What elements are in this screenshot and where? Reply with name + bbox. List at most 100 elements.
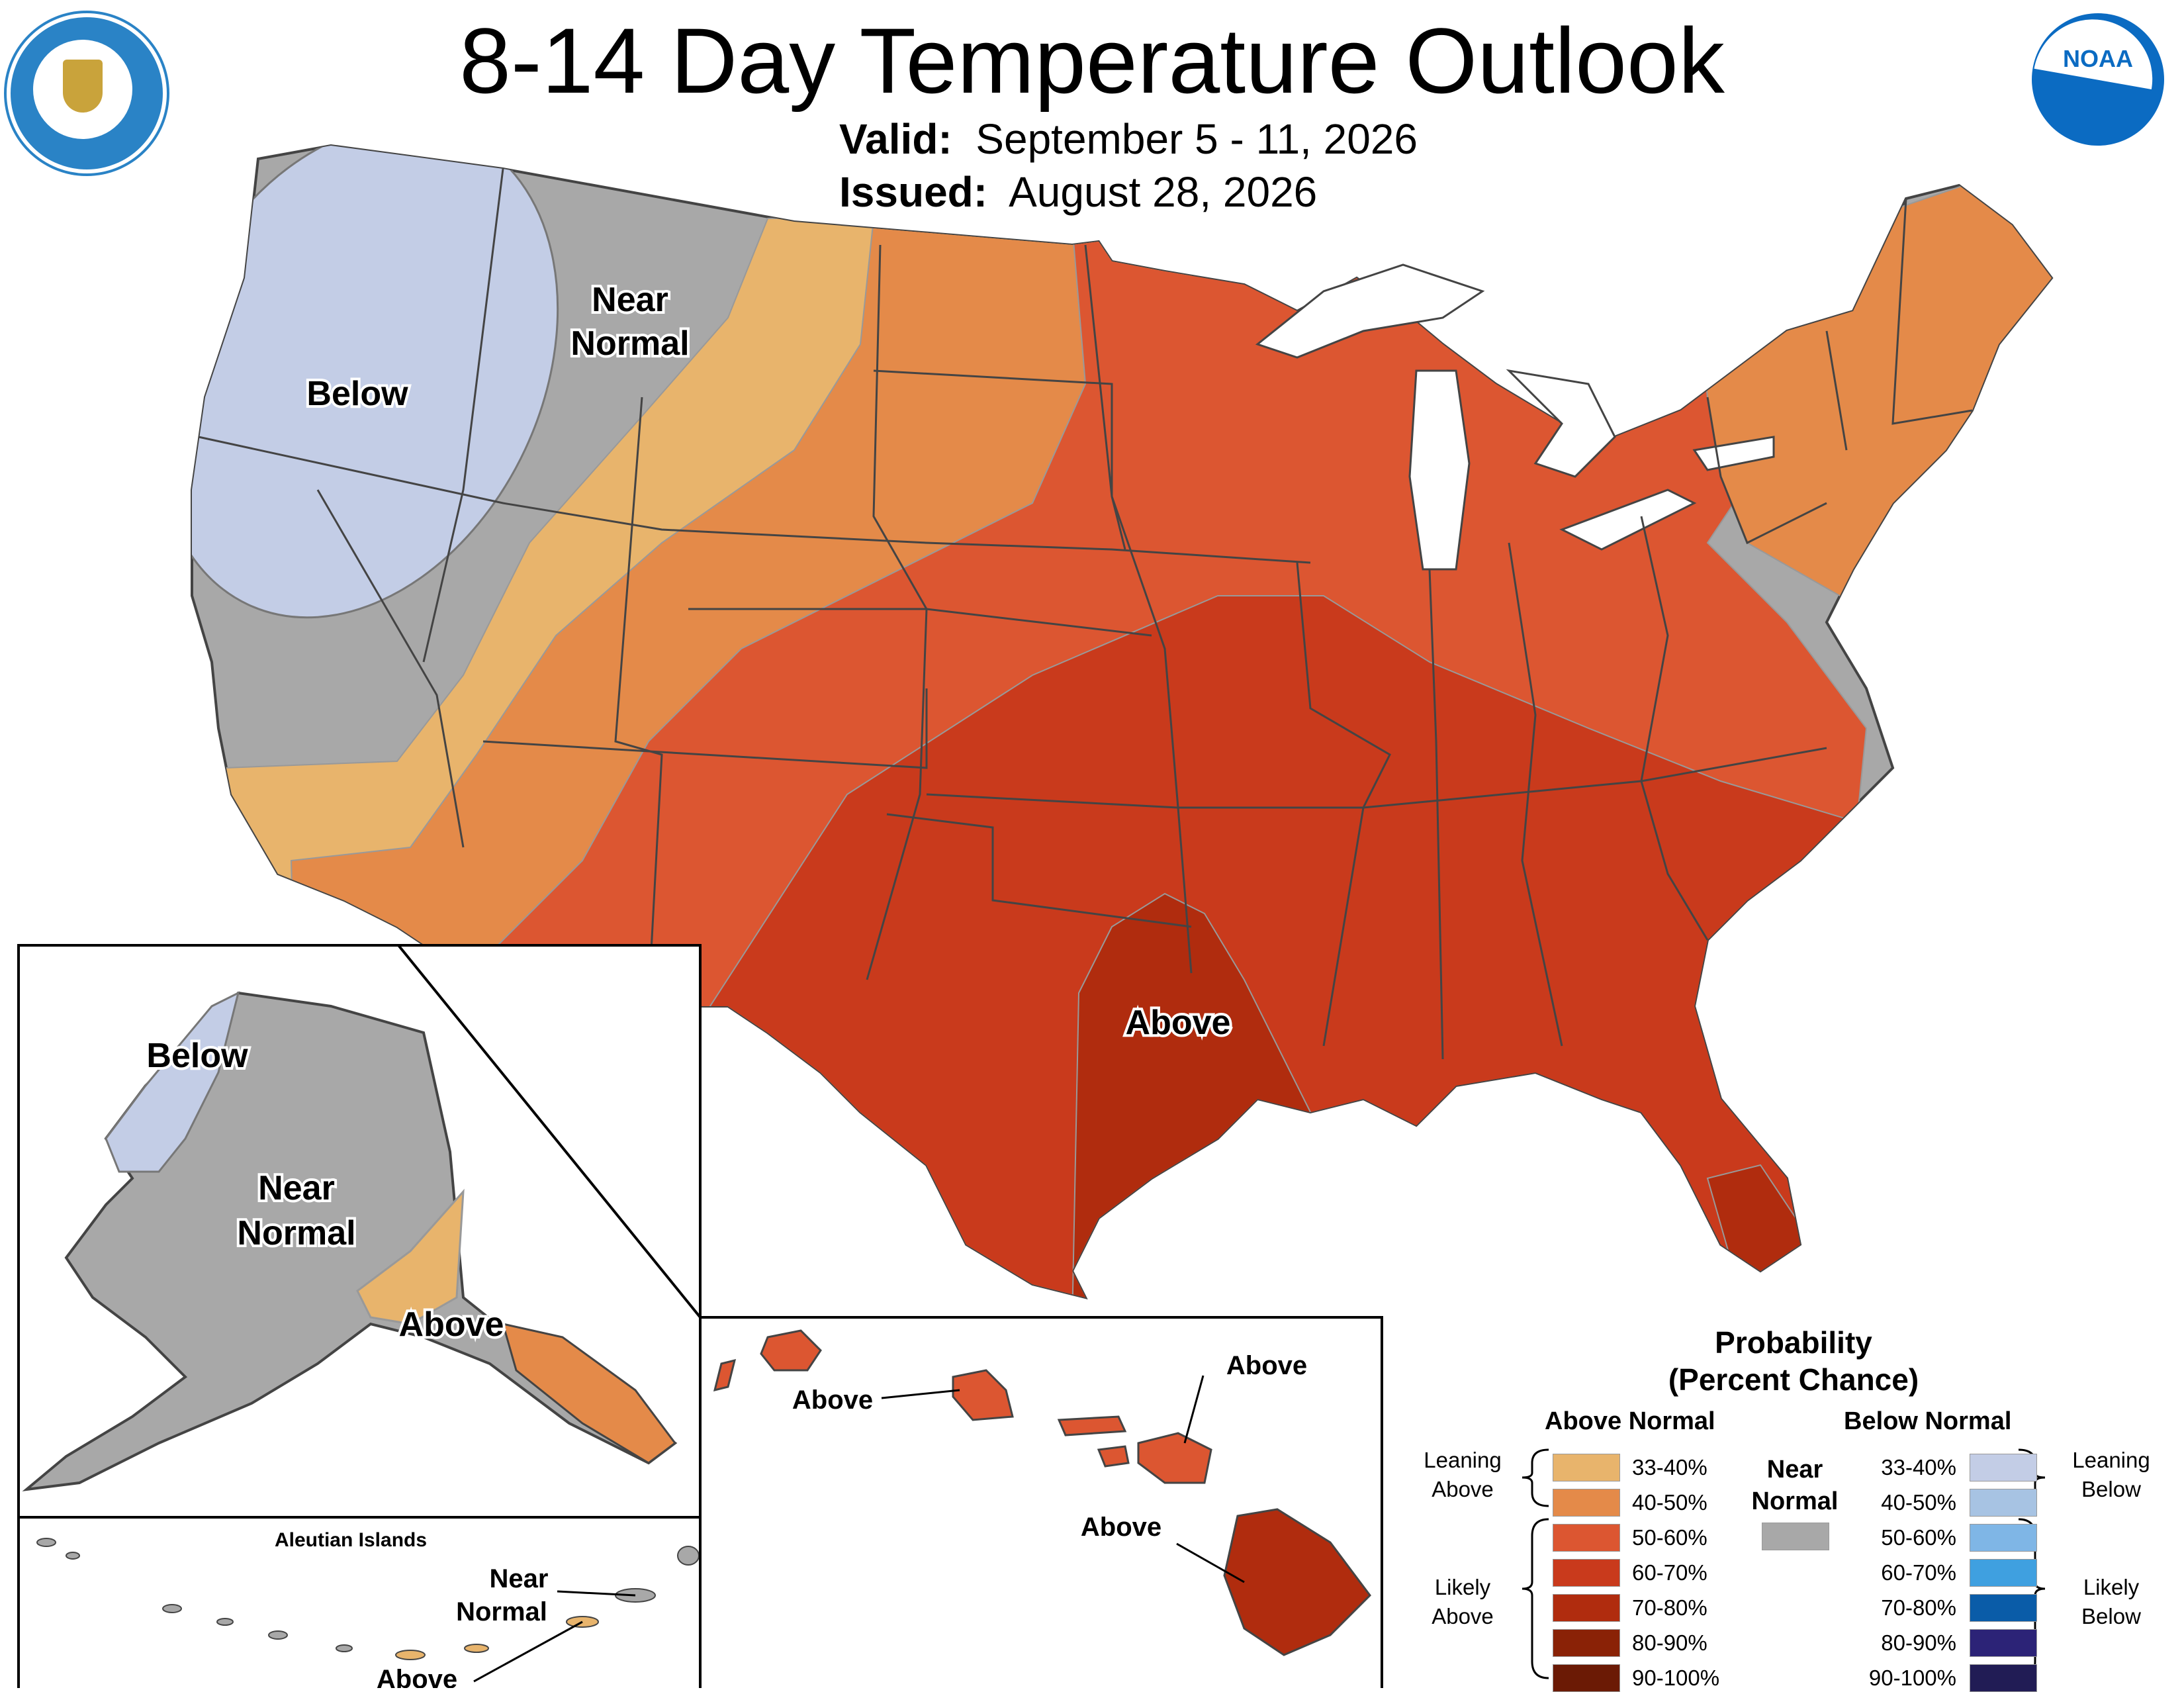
lake-huron <box>1506 369 1616 478</box>
alaska-inset: Below Near Normal Above <box>17 944 702 1519</box>
commerce-seal-icon <box>7 13 167 173</box>
hawaii-above-label-maui: Above <box>1226 1351 1307 1380</box>
boundary-line <box>1084 244 1193 974</box>
alaska-above-40-50-zone <box>501 1322 677 1464</box>
legend-title: Probability (Percent Chance) <box>1655 1324 1933 1398</box>
legend-above-swatch <box>1553 1489 1620 1517</box>
legend-above-swatch <box>1553 1629 1620 1657</box>
issued-line: Issued: August 28, 2026 <box>839 167 1317 217</box>
bracket-leaning-above <box>1522 1448 1549 1507</box>
legend-leaning-below-line1: Leaning <box>2072 1448 2150 1472</box>
legend-below-range: 80-90% <box>1881 1630 1956 1655</box>
legend-likely-below-line2: Below <box>2081 1604 2141 1628</box>
legend-leaning-above-line1: Leaning <box>1424 1448 1502 1472</box>
legend-below-range: 60-70% <box>1881 1560 1956 1585</box>
maui-island <box>1137 1432 1212 1484</box>
aleutian-islands <box>36 1538 700 1652</box>
legend-above-swatch <box>1553 1454 1620 1481</box>
island <box>268 1630 288 1640</box>
boundary-line <box>316 489 465 848</box>
hawaii-above-label-oahu: Above <box>792 1386 873 1415</box>
legend-below-swatch <box>1970 1559 2037 1587</box>
boundary-line <box>1891 198 1973 425</box>
aleutian-above-label: Above <box>377 1665 457 1688</box>
boundary-line <box>886 813 1192 928</box>
aleutian-near-leader <box>557 1590 636 1597</box>
legend-title-line2: (Percent Chance) <box>1668 1362 1919 1397</box>
noaa-logo-icon: NOAA <box>2032 10 2164 146</box>
aleutian-above-leader <box>473 1621 583 1683</box>
legend-likely-below-line1: Likely <box>2083 1575 2140 1599</box>
kauai-island <box>760 1329 822 1372</box>
legend-below-range: 33-40% <box>1881 1455 1956 1480</box>
valid-label: Valid: <box>839 115 952 163</box>
hawaii-above-label-big-island: Above <box>1081 1513 1161 1542</box>
legend-likely-above-line2: Above <box>1432 1604 1494 1628</box>
alaska-near-label-line1: Near <box>258 1169 335 1207</box>
hawaii-leader-maui <box>1183 1375 1205 1444</box>
alaska-near-label-line2: Normal <box>237 1214 355 1252</box>
legend-near-normal: Near Normal <box>1735 1454 1854 1517</box>
valid-dates: September 5 - 11, 2026 <box>976 115 1418 163</box>
island <box>464 1644 489 1653</box>
hawaii-leader-oahu <box>881 1389 960 1399</box>
seal-inner-ring <box>33 40 132 139</box>
above-70-80-florida <box>1706 1164 1815 1297</box>
legend-below-range: 70-80% <box>1881 1595 1956 1620</box>
legend-below-swatch <box>1970 1524 2037 1552</box>
aleutian-near-label-line1: Near <box>490 1564 549 1593</box>
legend-above-range: 33-40% <box>1632 1455 1707 1480</box>
alaska-above-label: Above <box>399 1305 504 1344</box>
legend-below-swatch <box>1970 1664 2037 1692</box>
lake-superior <box>1255 263 1485 359</box>
niihau-island <box>713 1358 737 1392</box>
island <box>395 1650 426 1660</box>
boundary-line <box>1296 562 1391 1047</box>
lake-erie <box>1559 489 1697 551</box>
boundary-line <box>873 369 1126 550</box>
island <box>162 1604 182 1613</box>
conus-below-label: Below <box>306 375 408 413</box>
boundary-line <box>1508 542 1563 1047</box>
page-title: 8-14 Day Temperature Outlook <box>459 9 1725 113</box>
aleutian-near-label-line2: Normal <box>456 1597 547 1626</box>
boundary-line <box>688 608 1152 637</box>
aleutian-inset: Aleutian Islands Near Normal <box>17 1516 702 1688</box>
boundary-line <box>1640 516 1709 941</box>
legend-below-swatch <box>1970 1489 2037 1517</box>
boundary-line <box>1428 569 1444 1060</box>
boundary-line <box>1825 330 1848 451</box>
legend-likely-above-line1: Likely <box>1434 1575 1491 1599</box>
legend-above-range: 90-100% <box>1632 1666 1720 1690</box>
legend-above-header: Above Normal <box>1545 1407 1715 1435</box>
alaska-inset-connector <box>397 944 702 1319</box>
oahu-island <box>952 1369 1014 1421</box>
great-lakes <box>1255 263 1775 571</box>
legend-above-range: 40-50% <box>1632 1490 1707 1515</box>
state-boundaries <box>198 168 1973 1060</box>
valid-line: Valid: September 5 - 11, 2026 <box>839 114 1418 164</box>
issued-label: Issued: <box>839 168 988 216</box>
legend-leaning-above: Leaning Above <box>1410 1446 1516 1504</box>
legend-below-range: 40-50% <box>1881 1490 1956 1515</box>
island <box>66 1552 80 1560</box>
conus-near-label-line1: Near <box>592 281 668 319</box>
legend-above-range: 80-90% <box>1632 1630 1707 1655</box>
boundary-line <box>1706 397 1827 545</box>
noaa-wordmark: NOAA <box>2063 45 2133 72</box>
legend-below-swatch <box>1970 1629 2037 1657</box>
aleutian-title: Aleutian Islands <box>275 1529 427 1551</box>
legend-likely-above: Likely Above <box>1410 1573 1516 1631</box>
hawaii-leader-big-island <box>1176 1542 1245 1583</box>
island <box>336 1644 353 1652</box>
bracket-likely-above <box>1522 1518 1549 1679</box>
alaska-below-label: Below <box>146 1037 248 1075</box>
boundary-line <box>482 688 928 769</box>
legend-above-range: 70-80% <box>1632 1595 1707 1620</box>
conus-above-label: Above <box>1126 1004 1231 1042</box>
issued-date: August 28, 2026 <box>1009 168 1318 216</box>
legend-near-line1: Near <box>1766 1456 1823 1483</box>
legend-below-range: 50-60% <box>1881 1525 1956 1550</box>
